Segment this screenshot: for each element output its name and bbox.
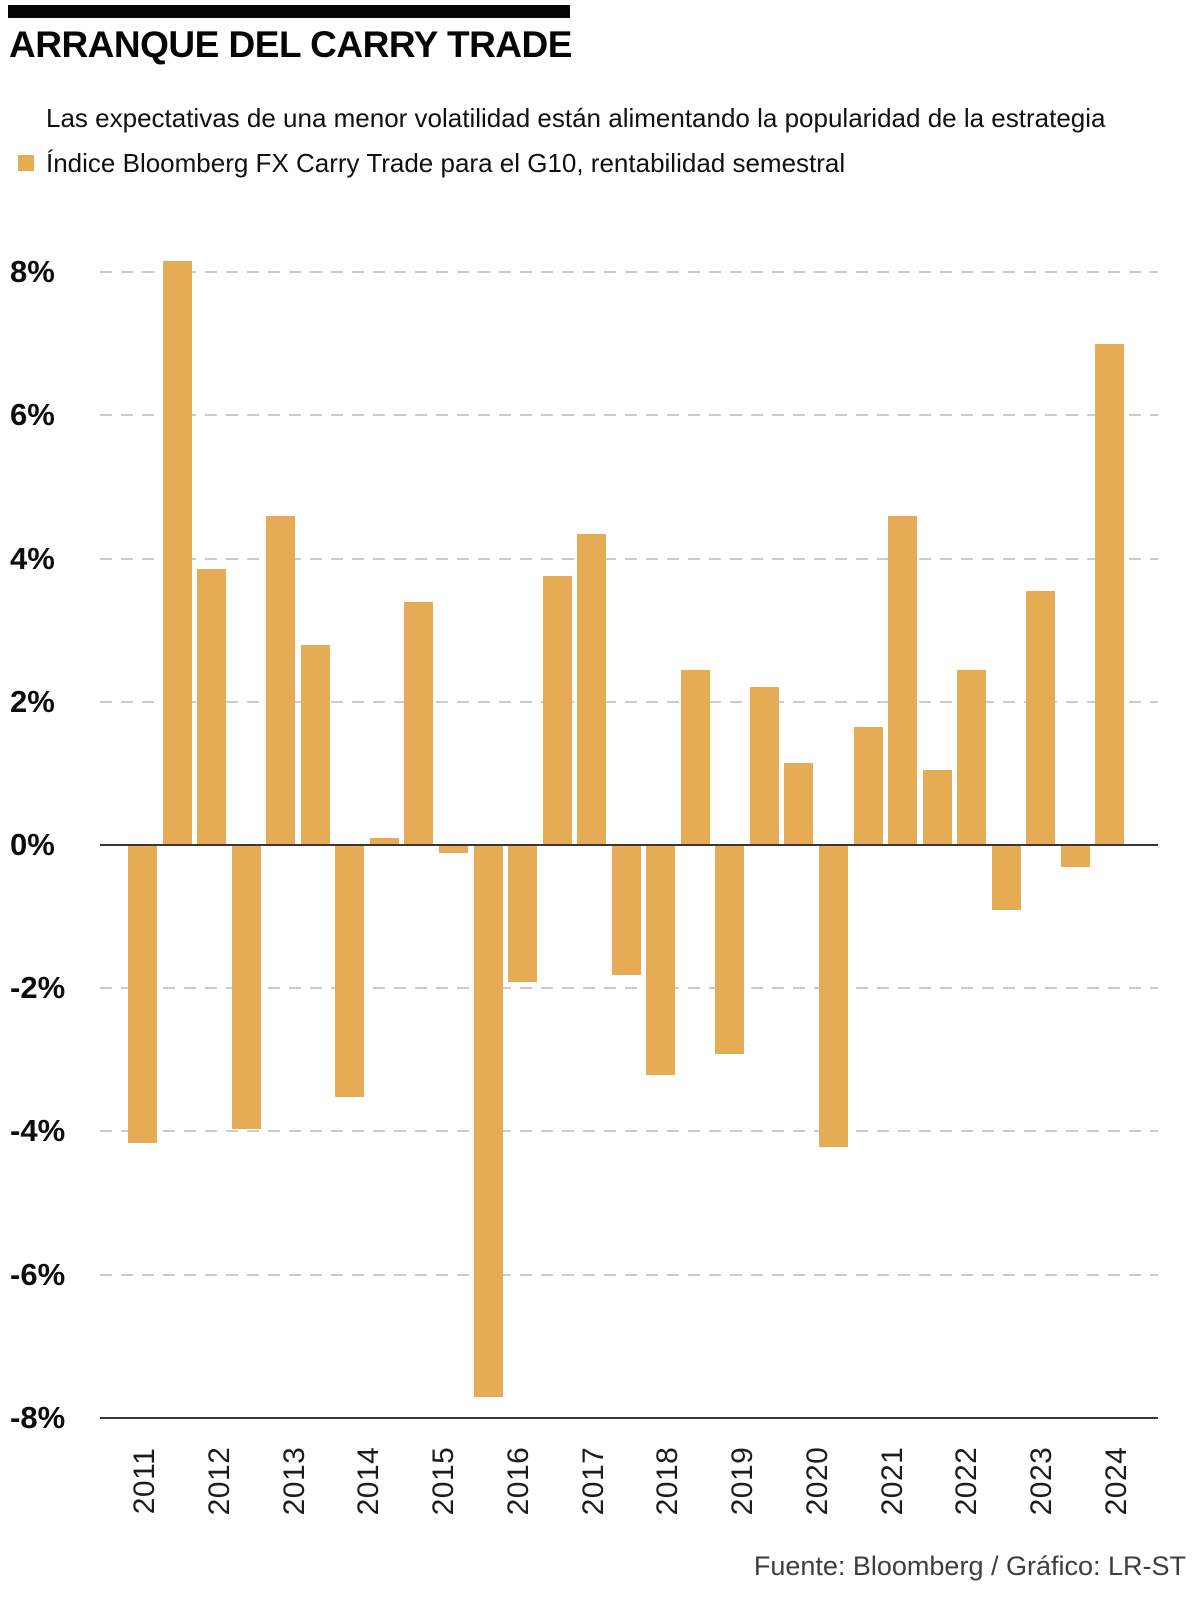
bar [439, 846, 468, 853]
bar [681, 670, 710, 845]
chart-subtitle: Las expectativas de una menor volatilida… [46, 103, 1106, 133]
bar [197, 569, 226, 845]
gridline [100, 1130, 1158, 1132]
legend: Índice Bloomberg FX Carry Trade para el … [18, 147, 845, 179]
y-axis-label: 2% [10, 684, 55, 719]
bar [577, 534, 606, 845]
bar [543, 576, 572, 845]
bar [508, 846, 537, 982]
x-axis-year-label: 2018 [651, 1446, 684, 1516]
gridline [100, 701, 1158, 703]
bar [646, 846, 675, 1075]
bar [266, 516, 295, 845]
y-axis-label: -2% [10, 970, 66, 1005]
gridline [100, 987, 1158, 989]
bar [232, 846, 261, 1129]
bar [854, 727, 883, 845]
bar [715, 846, 744, 1054]
legend-swatch-icon [18, 155, 34, 171]
y-axis-label: 6% [10, 397, 55, 432]
bar [923, 770, 952, 845]
x-axis-year-label: 2020 [801, 1446, 834, 1516]
y-axis-label: -6% [10, 1257, 66, 1292]
bar [370, 838, 399, 845]
bar [992, 846, 1021, 910]
bar [128, 846, 157, 1143]
gridline [100, 414, 1158, 416]
bar [163, 261, 192, 845]
x-axis-year-label: 2011 [128, 1447, 161, 1515]
x-axis-year-label: 2013 [278, 1446, 311, 1516]
x-axis-year-label: 2021 [876, 1446, 909, 1516]
bar [301, 645, 330, 845]
bar [784, 763, 813, 845]
bar [1061, 846, 1090, 867]
y-axis-label: -4% [10, 1113, 66, 1148]
legend-label: Índice Bloomberg FX Carry Trade para el … [46, 147, 846, 178]
bar [474, 846, 503, 1397]
y-axis-label: -8% [10, 1400, 66, 1435]
title-accent-bar [8, 5, 570, 18]
x-axis-year-label: 2015 [427, 1446, 460, 1516]
bar [335, 846, 364, 1097]
x-axis-year-label: 2023 [1025, 1446, 1058, 1516]
bar [404, 602, 433, 845]
gridline [100, 271, 1158, 273]
gridline [100, 558, 1158, 560]
x-axis-year-label: 2017 [577, 1446, 610, 1516]
bar [888, 516, 917, 845]
bar [957, 670, 986, 845]
bar [1026, 591, 1055, 845]
x-axis-year-label: 2012 [203, 1446, 236, 1516]
bar [819, 846, 848, 1147]
x-axis-year-label: 2014 [352, 1446, 385, 1516]
y-axis-label: 8% [10, 254, 55, 289]
bar [612, 846, 641, 975]
bottom-axis-line [100, 1417, 1158, 1419]
zero-axis-line [100, 844, 1158, 846]
chart-title: ARRANQUE DEL CARRY TRADE [9, 24, 572, 65]
x-axis-year-label: 2022 [950, 1446, 983, 1516]
bar [1095, 344, 1124, 845]
x-axis-year-label: 2016 [502, 1446, 535, 1516]
source-credit: Fuente: Bloomberg / Gráfico: LR-ST [753, 1551, 1186, 1581]
y-axis-label: 4% [10, 541, 55, 576]
y-axis-label: 0% [10, 827, 55, 862]
x-axis-year-label: 2024 [1100, 1446, 1133, 1516]
x-axis-year-label: 2019 [726, 1446, 759, 1516]
gridline [100, 1274, 1158, 1276]
bar [750, 687, 779, 845]
